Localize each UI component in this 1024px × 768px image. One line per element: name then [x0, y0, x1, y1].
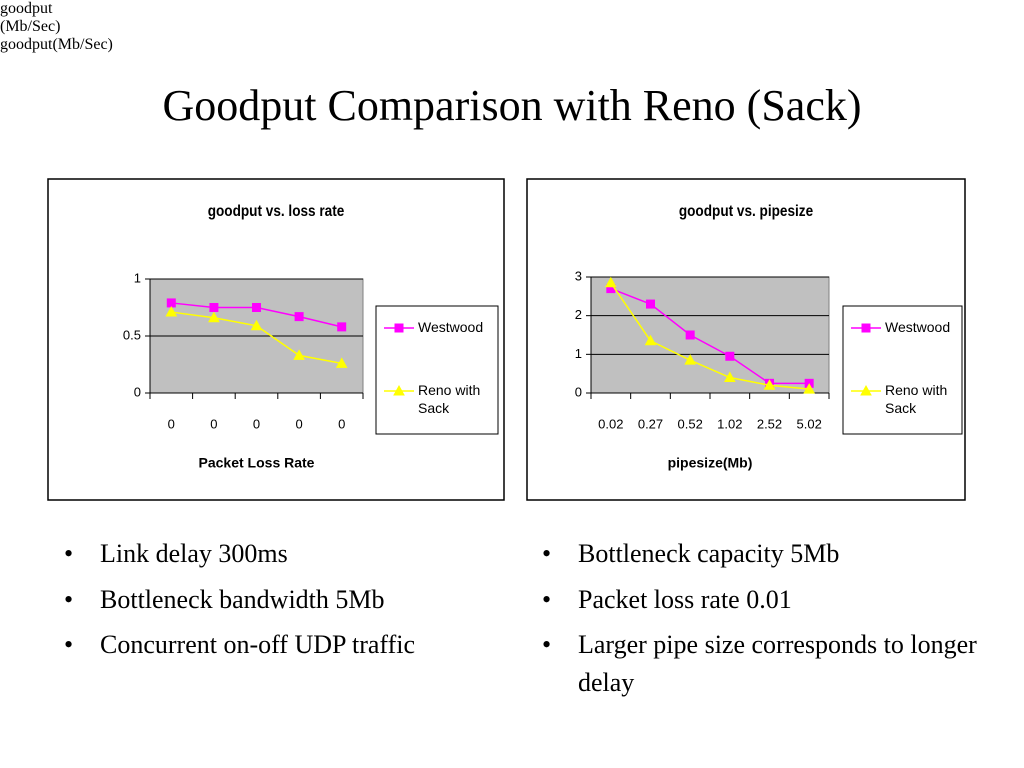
x-tick-label: 0.02 — [598, 416, 623, 431]
x-tick-label: 0 — [168, 416, 175, 431]
legend-marker — [860, 384, 872, 396]
data-point — [337, 322, 347, 332]
data-point — [209, 303, 219, 312]
chart-title: goodput vs. pipesize — [679, 203, 813, 220]
data-point — [294, 312, 304, 322]
data-point — [684, 354, 697, 365]
x-tick-label: 0 — [253, 416, 260, 431]
legend-marker — [393, 384, 405, 396]
data-point — [646, 299, 655, 309]
y-axis-title: goodput (Mb/Sec) — [0, 0, 61, 35]
data-point — [335, 357, 348, 368]
data-point — [252, 303, 261, 312]
y-tick-label: 1 — [575, 346, 582, 361]
x-axis-title: pipesize(Mb) — [668, 455, 753, 471]
data-point — [644, 334, 657, 346]
data-point — [166, 298, 176, 308]
legend-label: Reno with Sack — [418, 382, 481, 417]
bullet-list: Bottleneck capacity 5Mb Packet loss rate … — [538, 535, 1018, 710]
bullet: Link delay 300ms — [64, 535, 540, 573]
data-point — [250, 319, 263, 331]
y-tick-label: 0.5 — [123, 327, 141, 342]
y-tick-label: 0 — [575, 384, 582, 399]
data-point — [208, 311, 220, 323]
y-axis-title: goodput(Mb/Sec) — [0, 36, 113, 53]
data-point — [803, 383, 816, 394]
bullet: Bottleneck bandwidth 5Mb — [64, 581, 540, 619]
data-point — [293, 349, 305, 360]
legend-label: Westwood — [418, 319, 484, 335]
data-point — [604, 276, 617, 288]
legend-marker — [394, 323, 404, 333]
series-line — [610, 287, 810, 385]
y-tick-label: 0 — [134, 384, 141, 399]
data-point — [725, 351, 735, 361]
slide-title: Goodput Comparison with Reno (Sack) — [162, 81, 862, 130]
data-point — [723, 371, 736, 383]
bullet-list: Link delay 300ms Bottleneck bandwidth 5Mb… — [60, 535, 540, 672]
bullet: Packet loss rate 0.01 — [542, 581, 1018, 619]
y-tick-label: 1 — [134, 270, 141, 285]
y-tick-label: 2 — [575, 307, 582, 322]
bullet: Larger pipe size corresponds to longer d… — [542, 626, 1018, 701]
x-tick-label: 0 — [210, 416, 217, 431]
legend-marker — [861, 323, 871, 333]
x-tick-label: 0 — [338, 416, 345, 431]
x-axis-title: Packet Loss Rate — [199, 455, 315, 471]
x-tick-label: 2.52 — [757, 416, 782, 431]
x-tick-label: 0.52 — [678, 416, 703, 431]
chart-title: goodput vs. loss rate — [208, 203, 345, 220]
x-tick-label: 0 — [295, 416, 302, 431]
legend-label: Westwood — [885, 319, 951, 335]
series-line — [610, 282, 810, 390]
bullet: Bottleneck capacity 5Mb — [542, 535, 1018, 573]
x-tick-label: 0.27 — [638, 416, 663, 431]
x-tick-label: 5.02 — [797, 416, 822, 431]
legend-label: Reno with Sack — [885, 382, 948, 417]
y-tick-label: 3 — [575, 268, 582, 283]
x-tick-label: 1.02 — [717, 416, 742, 431]
data-point — [685, 330, 695, 340]
data-point — [165, 306, 178, 317]
bullet: Concurrent on-off UDP traffic — [64, 626, 540, 664]
data-point — [763, 379, 776, 390]
